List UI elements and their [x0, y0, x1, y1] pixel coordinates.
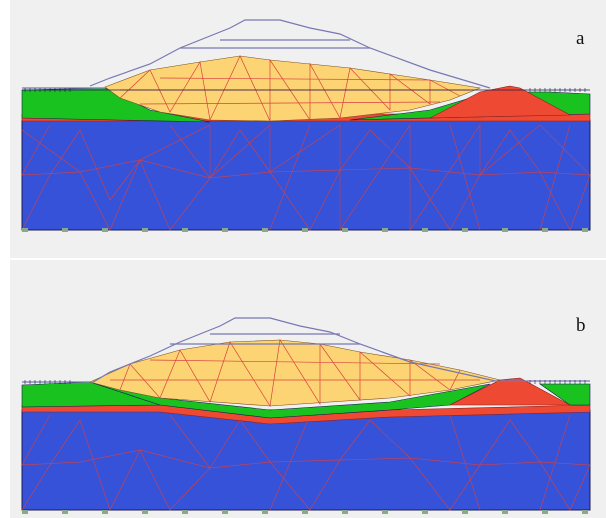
panel-label-a: a: [576, 28, 585, 49]
green-zone-main: [89, 381, 491, 419]
red-berm: [429, 85, 572, 119]
panel-a: a: [10, 0, 606, 258]
red-berm: [449, 377, 571, 406]
surface-ticks: [24, 88, 586, 92]
panel-b: b: [10, 260, 606, 518]
green-zone-right: [539, 383, 591, 406]
model-mesh-a: [21, 19, 591, 232]
base-supports: [22, 228, 588, 232]
embankment-outline: [22, 19, 491, 89]
foundation-mesh: [21, 414, 591, 511]
foundation-layer: [21, 119, 591, 231]
fill-core: [104, 55, 482, 122]
base-supports: [22, 510, 588, 514]
foundation-mesh: [21, 123, 591, 232]
foundation-layer: [21, 409, 591, 511]
surface-ticks: [24, 380, 586, 384]
model-mesh-b: [21, 317, 591, 514]
fill-core: [89, 339, 501, 407]
panel-label-b: b: [576, 315, 586, 336]
core-mesh: [110, 339, 480, 407]
